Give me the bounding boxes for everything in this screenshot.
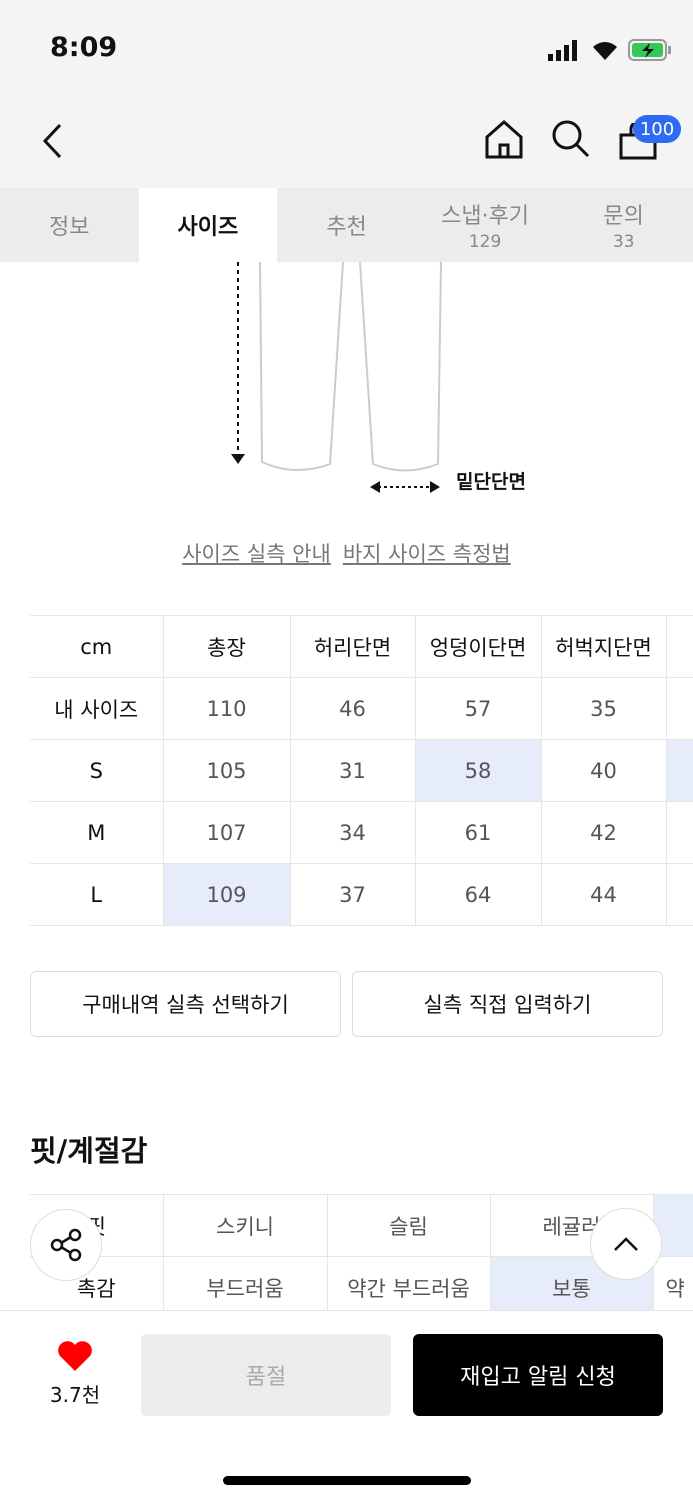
tab-label: 추천: [326, 215, 367, 240]
status-bar: 8:09: [0, 0, 693, 95]
table-row: S 105 31 58 40: [30, 739, 693, 802]
cell: 슬림: [326, 1194, 491, 1257]
size-table: cm 총장 허리단면 엉덩이단면 허벅지단면 내 사이즈 110 46 57 3…: [30, 615, 693, 926]
cell: 105: [162, 739, 291, 802]
purchase-history-button[interactable]: 구매내역 실측 선택하기: [30, 971, 341, 1037]
cell: 57: [414, 677, 542, 740]
tab-label: 스냅·후기: [441, 204, 530, 229]
tab-recommend[interactable]: 추천: [277, 188, 416, 262]
cell: [665, 801, 693, 864]
size-links: 사이즈 실측 안내 바지 사이즈 측정법: [0, 538, 693, 568]
size-guide-link[interactable]: 사이즈 실측 안내: [182, 542, 331, 566]
cell: 34: [289, 801, 416, 864]
tab-bar: 정보 사이즈 추천 스냅·후기 129 문의 33: [0, 188, 693, 262]
cell: 46: [289, 677, 416, 740]
row-label: 내 사이즈: [30, 677, 164, 740]
signal-icon: [548, 40, 577, 61]
cell: [665, 863, 693, 926]
cell: 110: [162, 677, 291, 740]
measure-method-link[interactable]: 바지 사이즈 측정법: [342, 542, 511, 566]
table-row: M 107 34 61 42: [30, 801, 693, 864]
wifi-icon: [593, 42, 617, 60]
tab-label: 문의: [603, 204, 644, 229]
hem-label: 밑단단면: [456, 471, 526, 493]
header-cell: 총장: [162, 615, 291, 678]
search-icon[interactable]: [551, 119, 591, 159]
tab-count: 129: [468, 232, 502, 252]
table-row: 내 사이즈 110 46 57 35: [30, 677, 693, 740]
cell: 58: [414, 739, 542, 802]
tab-info[interactable]: 정보: [0, 188, 139, 262]
battery-icon: [628, 39, 671, 61]
row-label: S: [30, 739, 164, 802]
tab-label: 사이즈: [177, 215, 239, 240]
table-row: L 109 37 64 44: [30, 863, 693, 926]
header-cell: [665, 615, 693, 678]
cell: 64: [414, 863, 542, 926]
back-icon[interactable]: [40, 123, 64, 159]
share-icon: [50, 1228, 82, 1262]
like-count: 3.7천: [49, 1383, 101, 1407]
soldout-button[interactable]: 품절: [141, 1334, 391, 1416]
home-indicator: [223, 1476, 471, 1485]
heart-icon: [58, 1341, 92, 1371]
cell: 107: [162, 801, 291, 864]
chevron-up-icon: [614, 1237, 638, 1251]
cart-badge: 100: [633, 115, 681, 143]
table-row: 촉감 부드러움 약간 부드러움 보통 약: [30, 1256, 693, 1319]
cell: [665, 739, 693, 802]
cell: 44: [540, 863, 667, 926]
cell: 61: [414, 801, 542, 864]
cell: 스키니: [162, 1194, 328, 1257]
cell: 35: [540, 677, 667, 740]
header-cell: cm: [30, 615, 164, 678]
tab-reviews[interactable]: 스냅·후기 129: [416, 188, 555, 262]
restock-alert-button[interactable]: 재입고 알림 신청: [413, 1334, 663, 1416]
cell: 42: [540, 801, 667, 864]
cell: 31: [289, 739, 416, 802]
home-icon[interactable]: [484, 119, 524, 159]
bottom-bar: 3.7천 품절 재입고 알림 신청: [0, 1310, 693, 1500]
cell: 40: [540, 739, 667, 802]
tab-label: 정보: [49, 215, 90, 240]
cell: 109: [162, 863, 291, 926]
header-cell: 엉덩이단면: [414, 615, 542, 678]
pants-diagram: [231, 262, 442, 493]
clock: 8:09: [50, 32, 118, 63]
row-label: L: [30, 863, 164, 926]
tab-size[interactable]: 사이즈: [138, 188, 278, 262]
tab-count: 33: [612, 232, 635, 252]
tab-qna[interactable]: 문의 33: [554, 188, 693, 262]
top-nav: 100: [0, 95, 693, 188]
row-label: M: [30, 801, 164, 864]
header-cell: 허리단면: [289, 615, 416, 678]
section-title: 핏/계절감: [30, 1134, 148, 1168]
table-header-row: cm 총장 허리단면 엉덩이단면 허벅지단면: [30, 615, 693, 678]
manual-input-button[interactable]: 실측 직접 입력하기: [352, 971, 663, 1037]
like-button[interactable]: 3.7천: [40, 1339, 110, 1408]
cell: [665, 677, 693, 740]
scroll-top-button[interactable]: [590, 1208, 662, 1280]
cell: 약간 부드러움: [326, 1256, 491, 1319]
cell: 37: [289, 863, 416, 926]
cell: 약: [652, 1256, 693, 1319]
share-button[interactable]: [30, 1209, 102, 1281]
header-cell: 허벅지단면: [540, 615, 667, 678]
